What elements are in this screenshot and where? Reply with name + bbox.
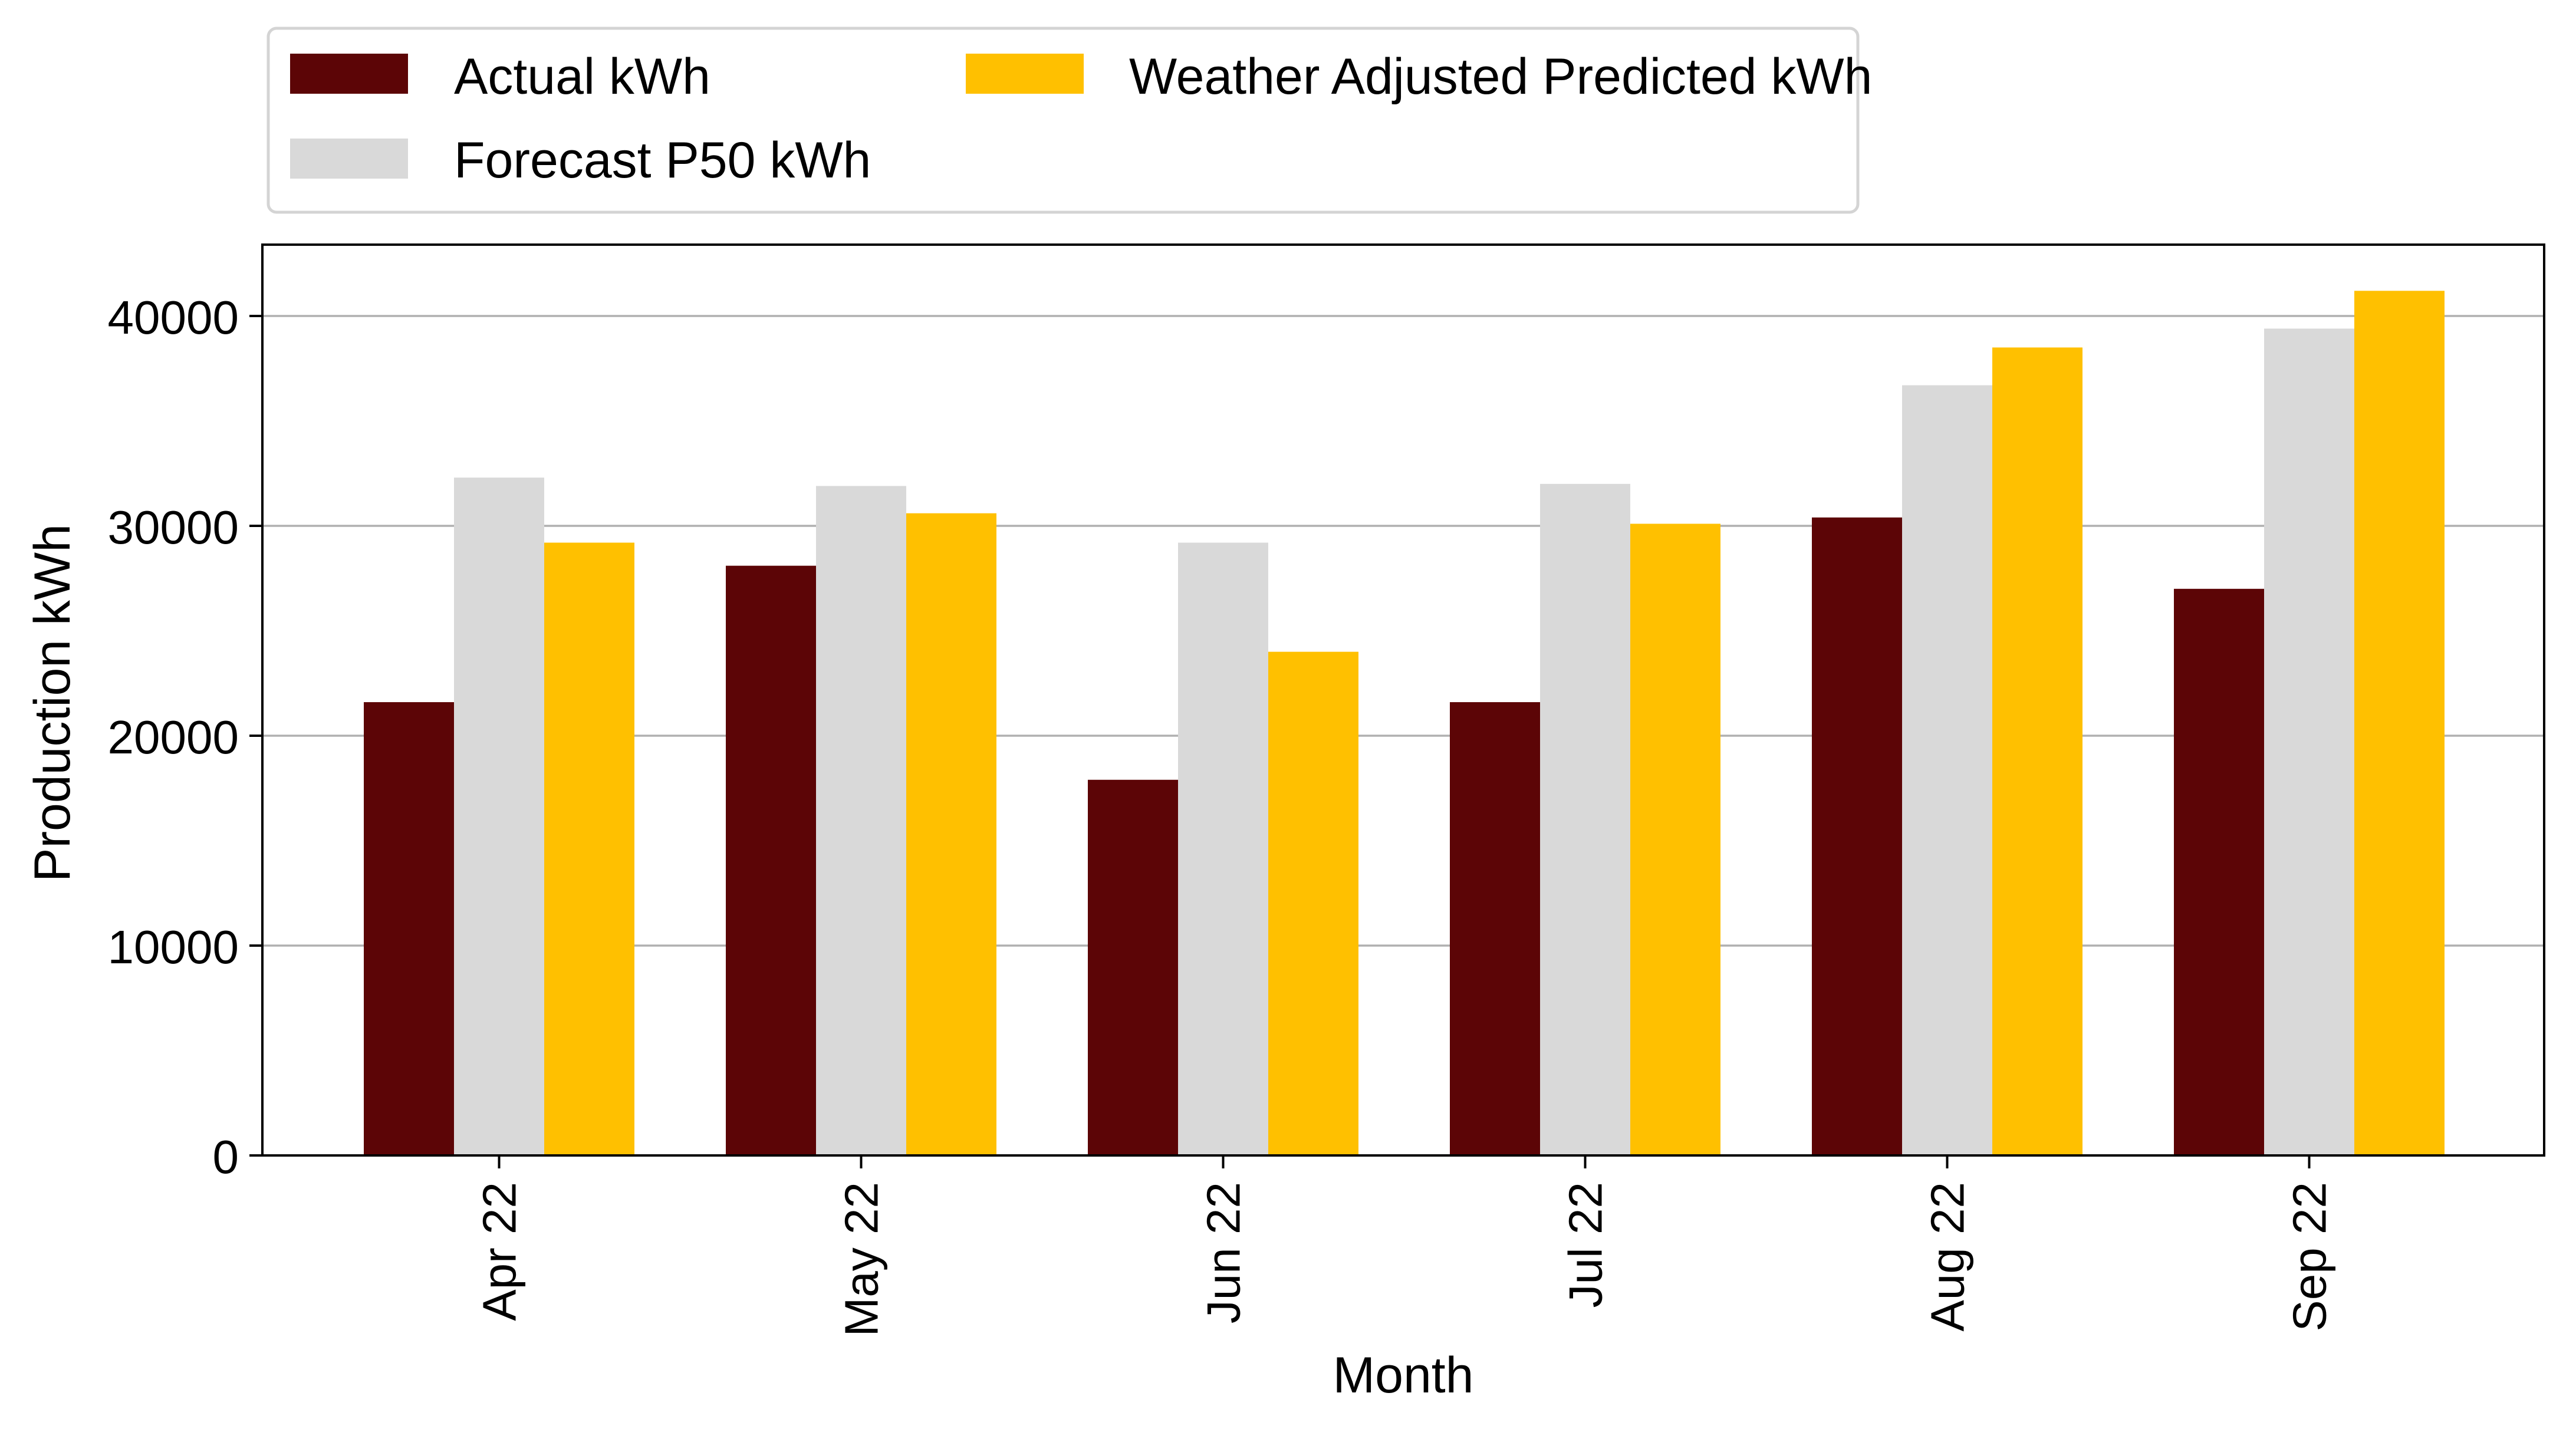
bar-actual (1088, 779, 1178, 1155)
x-tick-label: Jun 22 (1197, 1182, 1250, 1323)
bars (364, 291, 2445, 1156)
bar-forecast-p50 (1178, 542, 1268, 1156)
bar-actual (1812, 517, 1902, 1155)
bar-weather-adjusted (2354, 291, 2445, 1155)
legend-frame (267, 27, 1860, 214)
bar-forecast-p50 (2264, 328, 2354, 1156)
legend-swatch (966, 54, 1084, 94)
bar-forecast-p50 (454, 478, 544, 1155)
y-tick-label: 20000 (108, 711, 239, 763)
legend-label: Actual kWh (454, 48, 710, 105)
bar-forecast-p50 (816, 486, 906, 1155)
bar-actual (726, 565, 816, 1155)
x-axis-label: Month (1333, 1347, 1473, 1404)
x-axis: Apr 22 May 22 Jun 22 Jul 22 Aug 22 Sep 22 (473, 1155, 2336, 1336)
bar-actual (2174, 588, 2264, 1155)
y-axis: 0 10000 20000 30000 40000 (108, 291, 262, 1183)
bar-forecast-p50 (1902, 385, 1992, 1155)
bar-weather-adjusted (1630, 523, 1720, 1155)
legend-swatch (290, 139, 408, 179)
legend: Actual kWh Forecast P50 kWh Weather Adjust… (267, 27, 1872, 214)
x-tick-label: Sep 22 (2284, 1182, 2336, 1332)
legend-label: Forecast P50 kWh (454, 132, 871, 189)
bar-forecast-p50 (1540, 483, 1630, 1155)
x-tick-label: Aug 22 (1922, 1182, 1974, 1332)
y-tick-label: 40000 (108, 291, 239, 344)
plot-frame (261, 243, 2545, 1157)
y-axis-label: Production kWh (24, 524, 81, 882)
y-tick-label: 30000 (108, 501, 239, 554)
x-tick-label: Jul 22 (1560, 1182, 1612, 1308)
bar-weather-adjusted (906, 513, 996, 1155)
y-tick-label: 0 (213, 1131, 239, 1183)
legend-swatch (290, 54, 408, 94)
y-gridlines (262, 315, 2544, 947)
bar-weather-adjusted (544, 542, 634, 1156)
y-tick-label: 10000 (108, 921, 239, 973)
legend-label: Weather Adjusted Predicted kWh (1129, 48, 1872, 105)
bar-actual (364, 702, 454, 1155)
x-tick-label: Apr 22 (473, 1182, 526, 1321)
bar-actual (1450, 702, 1540, 1155)
bar-weather-adjusted (1992, 347, 2082, 1155)
bar-weather-adjusted (1268, 651, 1358, 1155)
x-tick-label: May 22 (835, 1182, 888, 1336)
